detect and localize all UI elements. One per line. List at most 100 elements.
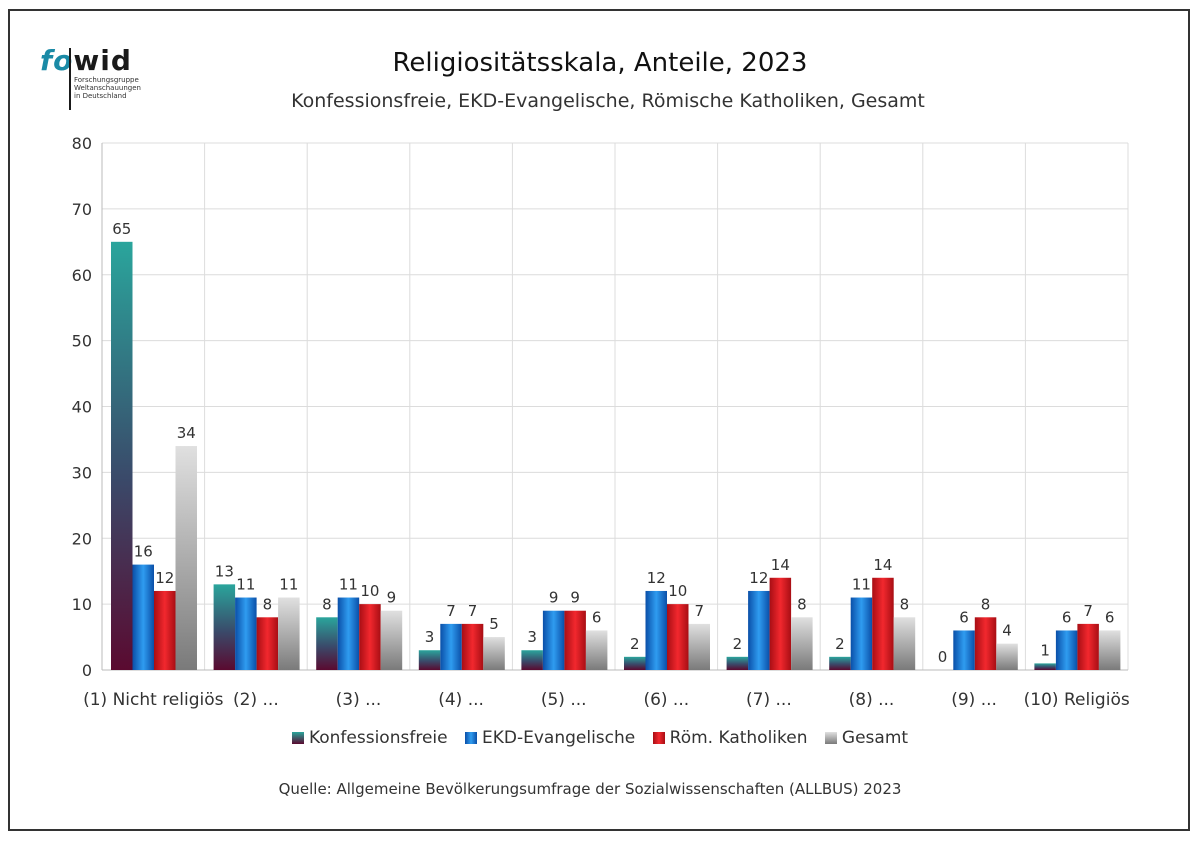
data-label: 8 (900, 595, 910, 613)
bar-1 (316, 617, 338, 670)
bar-2 (235, 597, 257, 670)
bar-2 (132, 564, 154, 670)
logo-sub-line: in Deutschland (74, 92, 127, 100)
y-tick-label: 50 (72, 332, 92, 351)
data-label: 9 (549, 589, 559, 607)
data-label: 14 (873, 556, 892, 574)
data-label: 8 (797, 595, 807, 613)
bar-3 (154, 590, 176, 670)
bar-1 (521, 650, 543, 670)
chart-frame (8, 9, 1190, 831)
data-label: 7 (1083, 602, 1093, 620)
chart-title: Religiositätsskala, Anteile, 2023 (392, 48, 808, 78)
legend-swatch (652, 732, 665, 744)
logo-fo: fo (40, 44, 74, 77)
y-tick-label: 30 (72, 463, 92, 482)
y-tick-label: 40 (72, 398, 92, 417)
bar-3 (1077, 623, 1099, 670)
legend: Konfessionsfreie EKD-Evangelische Röm. K… (0, 728, 1200, 748)
bar-4 (791, 617, 813, 670)
data-label: 2 (835, 635, 845, 653)
legend-item: Konfessionsfreie (291, 728, 448, 748)
bar-2 (748, 590, 770, 670)
legend-label: EKD-Evangelische (482, 728, 636, 748)
fowid-logo: fowid Forschungsgruppe Weltanschauungen … (40, 44, 150, 110)
bar-4 (380, 610, 403, 670)
data-label: 9 (387, 589, 397, 607)
source-note: Quelle: Allgemeine Bevölkerungsumfrage d… (278, 780, 902, 798)
y-tick-label: 70 (72, 200, 92, 219)
logo-sub-line: Forschungsgruppe (74, 76, 139, 84)
legend-label: Konfessionsfreie (308, 728, 448, 748)
bar-4 (1098, 630, 1121, 670)
data-label: 10 (360, 582, 379, 600)
data-label: 1 (1040, 641, 1050, 659)
data-label: 13 (215, 562, 234, 580)
x-tick-label: (1) Nicht religiös (83, 690, 224, 710)
bar-2 (953, 630, 975, 670)
data-label: 65 (112, 220, 131, 238)
bar-3 (769, 577, 792, 670)
bars-layer (111, 241, 1121, 670)
bar-4 (278, 597, 300, 670)
bar-4 (483, 637, 505, 670)
grid-layer (101, 142, 1129, 671)
bar-3 (974, 617, 997, 670)
x-tick-label: (8) ... (849, 690, 895, 710)
bar-2 (542, 610, 565, 670)
data-label: 2 (733, 635, 743, 653)
bar-2 (645, 590, 667, 670)
y-tick-label: 60 (72, 266, 92, 285)
x-tick-label: (9) ... (951, 690, 997, 710)
data-label: 3 (527, 628, 537, 646)
legend-swatch (824, 732, 837, 744)
logo-sub-line: Weltanschauungen (74, 84, 141, 92)
bar-1 (418, 650, 441, 670)
x-tick-label: (10) Religiös (1024, 690, 1130, 710)
bar-1 (111, 241, 133, 670)
bar-4 (585, 630, 608, 670)
y-tick-label: 10 (72, 595, 92, 614)
legend-item: Gesamt (824, 728, 909, 748)
logo-wid: wid (73, 44, 132, 77)
bar-1 (624, 656, 646, 670)
data-label: 7 (468, 602, 478, 620)
bar-4 (688, 623, 710, 670)
bar-3 (872, 577, 894, 670)
x-tick-label: (7) ... (746, 690, 792, 710)
data-label: 8 (263, 595, 273, 613)
chart-subtitle: Konfessionsfreie, EKD-Evangelische, Römi… (291, 90, 925, 112)
bar-2 (337, 597, 360, 670)
data-label: 12 (155, 569, 174, 587)
bar-4 (175, 446, 197, 670)
data-label: 12 (647, 569, 666, 587)
logo-divider (69, 48, 71, 110)
y-tick-label: 80 (72, 134, 92, 153)
bar-1 (726, 656, 749, 670)
bar-3 (461, 623, 484, 670)
logo-wordmark: fowid (40, 44, 132, 77)
legend-label: Röm. Katholiken (669, 728, 808, 748)
bar-2 (1055, 630, 1078, 670)
data-label: 8 (981, 595, 991, 613)
data-label: 12 (749, 569, 768, 587)
data-label: 6 (592, 608, 602, 626)
bar-2 (850, 597, 873, 670)
data-label: 6 (959, 608, 969, 626)
legend-item: EKD-Evangelische (465, 728, 635, 748)
data-label: 11 (852, 576, 871, 594)
bar-4 (893, 617, 916, 670)
data-label: 10 (668, 582, 687, 600)
x-tick-label: (5) ... (541, 690, 587, 710)
bar-1 (829, 656, 851, 670)
x-tick-label: (2) ... (233, 690, 279, 710)
y-tick-label: 0 (82, 661, 92, 680)
legend-label: Gesamt (841, 728, 909, 748)
data-label: 14 (771, 556, 790, 574)
x-tick-label: (6) ... (643, 690, 689, 710)
x-tick-label: (3) ... (336, 690, 382, 710)
data-label: 11 (279, 576, 298, 594)
data-label: 8 (322, 595, 332, 613)
data-label: 34 (177, 424, 196, 442)
